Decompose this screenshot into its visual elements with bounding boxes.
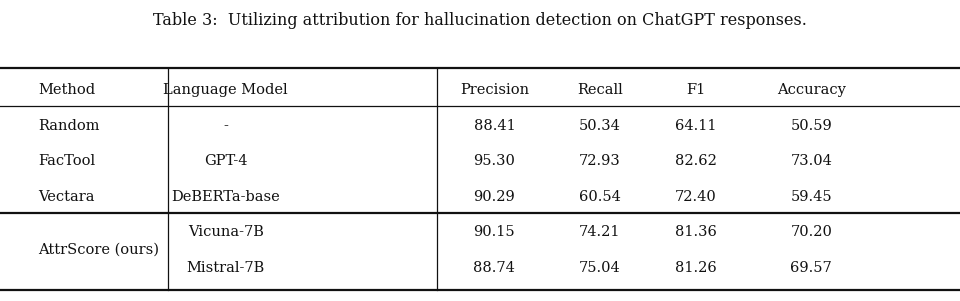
Text: 60.54: 60.54 <box>579 190 621 204</box>
Text: 72.40: 72.40 <box>675 190 717 204</box>
Text: DeBERTa-base: DeBERTa-base <box>171 190 280 204</box>
Text: 90.15: 90.15 <box>473 225 516 239</box>
Text: 74.21: 74.21 <box>579 225 621 239</box>
Text: Table 3:  Utilizing attribution for hallucination detection on ChatGPT responses: Table 3: Utilizing attribution for hallu… <box>153 12 807 29</box>
Text: 88.41: 88.41 <box>473 119 516 133</box>
Text: Mistral-7B: Mistral-7B <box>186 261 265 275</box>
Text: F1: F1 <box>686 83 706 98</box>
Text: 50.34: 50.34 <box>579 119 621 133</box>
Text: 50.59: 50.59 <box>790 119 832 133</box>
Text: 59.45: 59.45 <box>790 190 832 204</box>
Text: Accuracy: Accuracy <box>777 83 846 98</box>
Text: -: - <box>223 119 228 133</box>
Text: 81.36: 81.36 <box>675 225 717 239</box>
Text: Precision: Precision <box>460 83 529 98</box>
Text: 70.20: 70.20 <box>790 225 832 239</box>
Text: 88.74: 88.74 <box>473 261 516 275</box>
Text: Method: Method <box>38 83 96 98</box>
Text: Language Model: Language Model <box>163 83 288 98</box>
Text: Vicuna-7B: Vicuna-7B <box>187 225 264 239</box>
Text: 75.04: 75.04 <box>579 261 621 275</box>
Text: 90.29: 90.29 <box>473 190 516 204</box>
Text: 73.04: 73.04 <box>790 154 832 168</box>
Text: Vectara: Vectara <box>38 190 95 204</box>
Text: 81.26: 81.26 <box>675 261 717 275</box>
Text: 72.93: 72.93 <box>579 154 621 168</box>
Text: Random: Random <box>38 119 100 133</box>
Text: 95.30: 95.30 <box>473 154 516 168</box>
Text: 64.11: 64.11 <box>675 119 717 133</box>
Text: GPT-4: GPT-4 <box>204 154 248 168</box>
Text: 82.62: 82.62 <box>675 154 717 168</box>
Text: FacTool: FacTool <box>38 154 96 168</box>
Text: 69.57: 69.57 <box>790 261 832 275</box>
Text: Recall: Recall <box>577 83 623 98</box>
Text: AttrScore (ours): AttrScore (ours) <box>38 243 159 257</box>
